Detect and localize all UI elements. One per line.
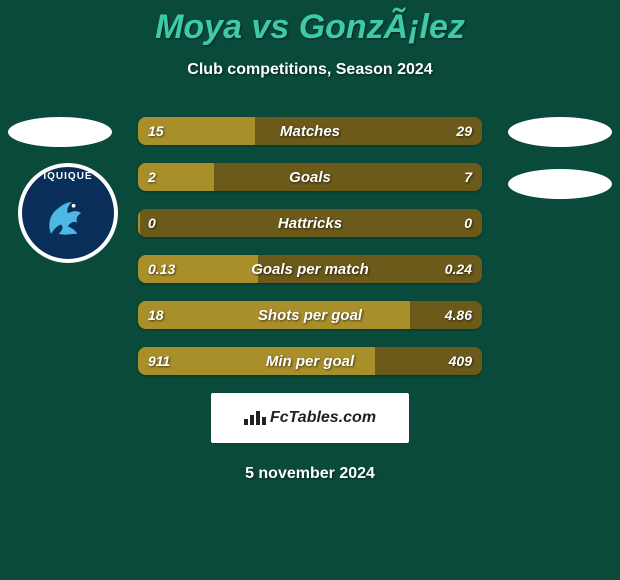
stat-label: Shots per goal	[138, 301, 482, 329]
stat-value-left: 15	[138, 117, 174, 145]
club-badge-label: IQUIQUE	[43, 171, 92, 182]
stat-row: Shots per goal18 4.86	[138, 301, 482, 329]
player-left-badge-placeholder	[8, 117, 112, 147]
stat-value-left: 2	[138, 163, 166, 191]
stat-row: Goals2 7	[138, 163, 482, 191]
stat-value-right: 409	[439, 347, 482, 375]
stat-row: Matches15 29	[138, 117, 482, 145]
stat-value-left: 911	[138, 347, 180, 375]
player-right-badge-placeholder-1	[508, 117, 612, 147]
stat-value-right: 7	[454, 163, 482, 191]
page-subtitle: Club competitions, Season 2024	[0, 61, 620, 79]
stat-value-right: 29	[446, 117, 482, 145]
stat-label: Goals	[138, 163, 482, 191]
dragon-icon	[40, 189, 96, 245]
stat-value-left: 18	[138, 301, 174, 329]
stat-value-right: 0.24	[435, 255, 482, 283]
stat-value-left: 0.13	[138, 255, 185, 283]
stats-bars: Matches15 29 Goals2 7 Hattricks0 0 Goals per m…	[138, 117, 482, 375]
stat-label: Min per goal	[138, 347, 482, 375]
bars-icon	[244, 411, 266, 425]
fctables-attribution: FcTables.com	[211, 393, 409, 443]
comparison-infographic: Moya vs GonzÃ¡lez Club competitions, Sea…	[0, 0, 620, 580]
stat-value-right: 4.86	[435, 301, 482, 329]
stat-label: Hattricks	[138, 209, 482, 237]
page-title: Moya vs GonzÃ¡lez	[0, 0, 620, 47]
stat-row: Goals per match0.13 0.24	[138, 255, 482, 283]
date-label: 5 november 2024	[0, 465, 620, 483]
stat-value-right: 0	[454, 209, 482, 237]
player-right-badge-placeholder-2	[508, 169, 612, 199]
stat-label: Matches	[138, 117, 482, 145]
stat-value-left: 0	[138, 209, 166, 237]
stat-label: Goals per match	[138, 255, 482, 283]
stat-row: Min per goal911 409	[138, 347, 482, 375]
main-content: IQUIQUE Matches15 29 Goals2 7 Hattricks0 0 Goa…	[0, 117, 620, 483]
stat-row: Hattricks0 0	[138, 209, 482, 237]
fctables-label: FcTables.com	[270, 409, 376, 427]
club-badge-iquique: IQUIQUE	[18, 163, 118, 263]
